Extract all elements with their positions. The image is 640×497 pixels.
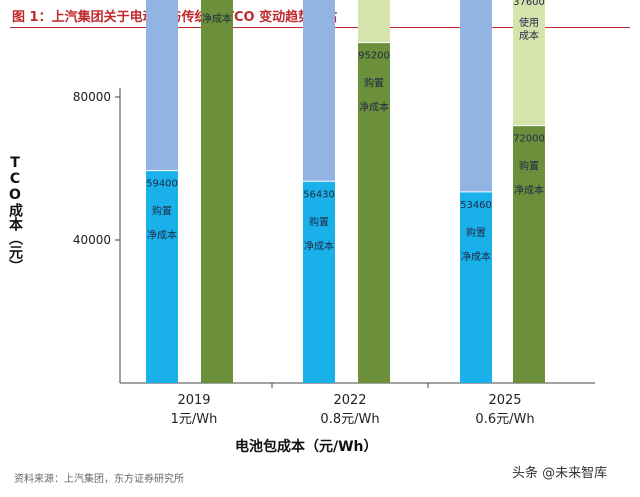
electric-purchase-value: 95200 [358, 51, 390, 62]
electric-purchase-bar [358, 42, 390, 383]
electric-purchase-bar [513, 125, 545, 383]
y-tick-label: 80000 [73, 90, 111, 104]
bars [146, 0, 545, 383]
traditional-purchase-value: 59400 [146, 179, 178, 190]
traditional-purchase-bar [460, 191, 492, 383]
x-category-battery-cost: 1元/Wh [171, 412, 218, 427]
traditional-purchase-label: 净成本 [304, 239, 334, 252]
electric-usage-label: 使用 [519, 16, 539, 29]
traditional-purchase-value: 53460 [460, 200, 492, 211]
traditional-purchase-label: 购置 [152, 205, 172, 218]
traditional-purchase-label: 购置 [466, 226, 486, 239]
traditional-purchase-label: 净成本 [461, 250, 491, 263]
electric-usage-bar [358, 0, 390, 43]
source-note: 资料来源：上汽集团，东方证券研究所 [14, 474, 184, 485]
x-category-battery-cost: 0.6元/Wh [475, 412, 534, 427]
y-tick-label: 40000 [73, 233, 111, 247]
labels: 20191元/Wh20220.8元/Wh20250.6元/Wh79890使用成本… [146, 0, 545, 427]
electric-purchase-label: 净成本 [514, 184, 544, 197]
x-axis-label: 电池包成本（元/Wh） [235, 439, 378, 455]
x-category-year: 2022 [333, 393, 366, 408]
traditional-purchase-label: 购置 [309, 215, 329, 228]
traditional-purchase-label: 净成本 [147, 229, 177, 242]
x-category-year: 2025 [488, 393, 521, 408]
x-category-year: 2019 [177, 393, 210, 408]
electric-purchase-label: 净成本 [202, 12, 232, 25]
electric-purchase-bar [201, 0, 233, 383]
traditional-usage-bar [303, 0, 335, 182]
electric-purchase-label: 购置 [519, 160, 539, 173]
electric-purchase-label: 购置 [364, 77, 384, 90]
traditional-purchase-value: 56430 [303, 189, 335, 200]
electric-usage-value: 37600 [513, 0, 545, 8]
y-axis-label: TCO成本（元） [7, 155, 23, 273]
electric-usage-label: 成本 [519, 29, 539, 42]
electric-usage-bar [513, 0, 545, 126]
electric-purchase-label: 购置 [207, 0, 227, 1]
watermark: 头条 @未来智库 [512, 462, 608, 481]
electric-purchase-label: 净成本 [359, 101, 389, 114]
traditional-purchase-bar [146, 170, 178, 383]
electric-purchase-value: 72000 [513, 134, 545, 145]
traditional-usage-bar [146, 0, 178, 171]
x-category-battery-cost: 0.8元/Wh [320, 412, 379, 427]
traditional-usage-bar [460, 0, 492, 192]
traditional-purchase-bar [303, 181, 335, 383]
